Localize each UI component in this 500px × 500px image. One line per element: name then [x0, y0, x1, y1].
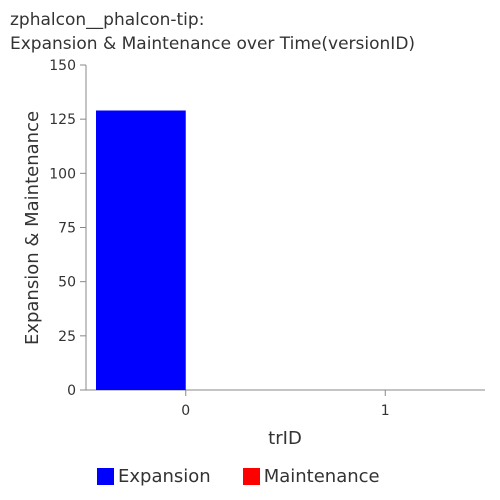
legend-item-maintenance[interactable]: Maintenance	[242, 466, 380, 487]
x-tick-label: 1	[381, 403, 390, 419]
y-tick-label: 0	[67, 383, 76, 399]
legend-label: Maintenance	[263, 466, 380, 487]
y-tick-label: 50	[58, 275, 76, 291]
y-tick-label: 125	[49, 112, 76, 128]
chart-title-line2: Expansion & Maintenance over Time(versio…	[10, 34, 416, 54]
legend-label: Expansion	[118, 466, 211, 487]
x-axis-title: trID	[268, 428, 302, 449]
chart-bars	[96, 110, 186, 391]
bar-expansion-0[interactable]	[96, 110, 186, 391]
chart-legend: Expansion Maintenance	[97, 466, 412, 487]
y-axis-title: Expansion & Maintenance	[22, 111, 43, 345]
legend-swatch	[97, 468, 114, 485]
chart-title-line1: zphalcon__phalcon-tip:	[10, 10, 205, 30]
legend-swatch	[242, 468, 260, 485]
x-tick-label: 0	[181, 403, 190, 419]
y-tick-label: 150	[49, 58, 76, 74]
y-tick-label: 25	[58, 329, 76, 345]
y-tick-label: 75	[58, 221, 76, 237]
legend-item-expansion[interactable]: Expansion	[97, 466, 211, 487]
y-tick-label: 100	[49, 166, 76, 182]
chart-title: zphalcon__phalcon-tip: Expansion & Maint…	[10, 8, 415, 56]
